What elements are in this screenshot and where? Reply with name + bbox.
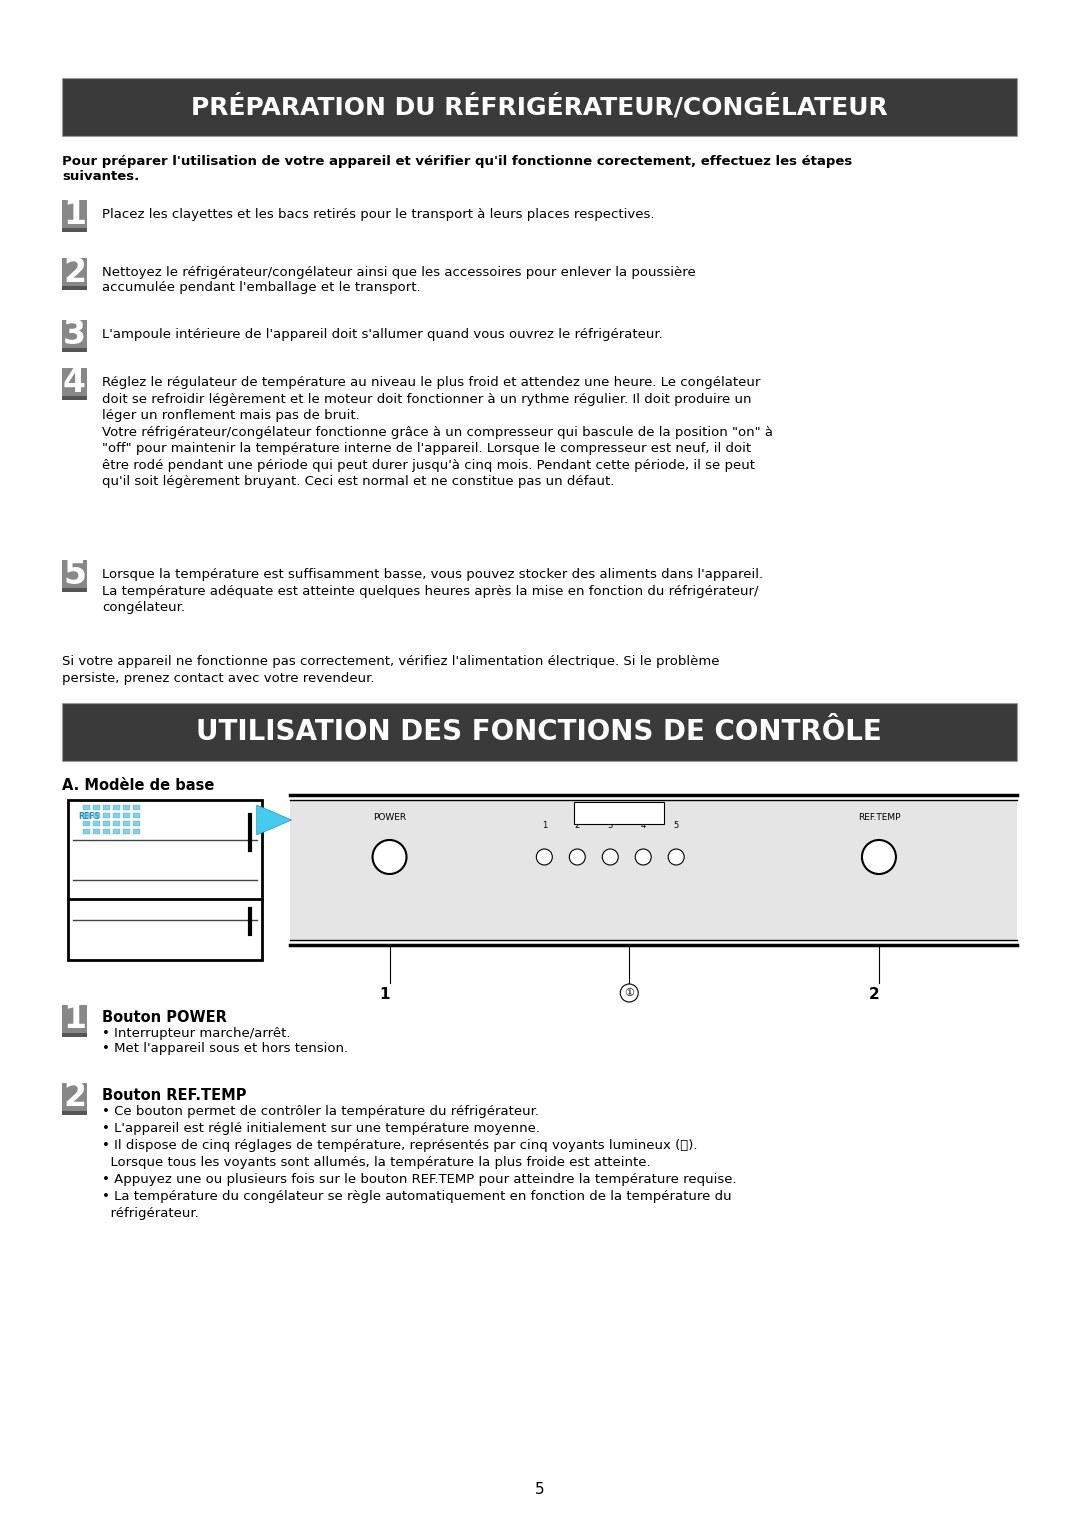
Text: 5: 5 <box>535 1482 544 1497</box>
FancyBboxPatch shape <box>62 1033 87 1038</box>
FancyBboxPatch shape <box>103 805 110 810</box>
FancyBboxPatch shape <box>123 821 130 827</box>
Text: REFS: REFS <box>78 811 99 821</box>
FancyBboxPatch shape <box>113 813 120 817</box>
Text: PRÉPARATION DU RÉFRIGÉRATEUR/CONGÉLATEUR: PRÉPARATION DU RÉFRIGÉRATEUR/CONGÉLATEUR <box>191 95 888 119</box>
FancyBboxPatch shape <box>93 805 99 810</box>
FancyBboxPatch shape <box>133 821 139 827</box>
Text: ①: ① <box>624 989 634 998</box>
FancyBboxPatch shape <box>93 813 99 817</box>
Text: Bouton REF.TEMP: Bouton REF.TEMP <box>102 1088 246 1103</box>
FancyBboxPatch shape <box>133 805 139 810</box>
Circle shape <box>635 850 651 865</box>
Text: 2: 2 <box>63 255 86 289</box>
Text: • Met l'appareil sous et hors tension.: • Met l'appareil sous et hors tension. <box>102 1042 348 1054</box>
Text: • L'appareil est réglé initialement sur une température moyenne.: • L'appareil est réglé initialement sur … <box>102 1122 540 1135</box>
FancyBboxPatch shape <box>103 830 110 834</box>
FancyBboxPatch shape <box>103 813 110 817</box>
FancyBboxPatch shape <box>62 559 87 588</box>
Text: 4: 4 <box>63 365 86 399</box>
FancyBboxPatch shape <box>113 805 120 810</box>
Circle shape <box>537 850 552 865</box>
FancyBboxPatch shape <box>62 1083 87 1111</box>
Text: 2: 2 <box>575 821 580 830</box>
FancyBboxPatch shape <box>62 258 87 286</box>
Circle shape <box>669 850 684 865</box>
Text: 5: 5 <box>63 558 86 590</box>
FancyBboxPatch shape <box>62 319 87 348</box>
FancyBboxPatch shape <box>62 368 87 396</box>
Text: réfrigérateur.: réfrigérateur. <box>102 1207 199 1219</box>
FancyBboxPatch shape <box>62 286 87 290</box>
FancyBboxPatch shape <box>62 200 87 228</box>
Text: 1: 1 <box>379 987 390 1002</box>
Text: • Il dispose de cinq réglages de température, représentés par cinq voyants lumin: • Il dispose de cinq réglages de tempéra… <box>102 1138 698 1152</box>
FancyBboxPatch shape <box>62 703 1016 761</box>
Text: 2: 2 <box>63 1080 86 1114</box>
Text: 3: 3 <box>63 318 86 350</box>
Circle shape <box>569 850 585 865</box>
FancyBboxPatch shape <box>103 821 110 827</box>
FancyBboxPatch shape <box>83 821 90 827</box>
FancyBboxPatch shape <box>113 830 120 834</box>
FancyBboxPatch shape <box>83 813 90 817</box>
Text: A. Modèle de base: A. Modèle de base <box>62 778 214 793</box>
Text: • La température du congélateur se règle automatiquement en fonction de la tempé: • La température du congélateur se règle… <box>102 1190 731 1203</box>
FancyBboxPatch shape <box>62 588 87 593</box>
Text: L'ampoule intérieure de l'appareil doit s'allumer quand vous ouvrez le réfrigéra: L'ampoule intérieure de l'appareil doit … <box>102 329 663 341</box>
Text: 1: 1 <box>63 1002 86 1036</box>
Text: Bouton POWER: Bouton POWER <box>102 1010 227 1025</box>
Text: REF.TEMP: REF.TEMP <box>858 813 901 822</box>
FancyBboxPatch shape <box>123 805 130 810</box>
FancyBboxPatch shape <box>93 821 99 827</box>
Text: • Appuyez une ou plusieurs fois sur le bouton REF.TEMP pour atteindre la tempéra: • Appuyez une ou plusieurs fois sur le b… <box>102 1174 737 1186</box>
Text: • Ce bouton permet de contrôler la température du réfrigérateur.: • Ce bouton permet de contrôler la tempé… <box>102 1105 539 1118</box>
Text: 3: 3 <box>608 821 613 830</box>
Circle shape <box>603 850 618 865</box>
Text: 4: 4 <box>640 821 646 830</box>
FancyBboxPatch shape <box>62 396 87 400</box>
Text: UTILISATION DES FONCTIONS DE CONTRÔLE: UTILISATION DES FONCTIONS DE CONTRÔLE <box>197 718 882 746</box>
Text: Placez les clayettes et les bacs retirés pour le transport à leurs places respec: Placez les clayettes et les bacs retirés… <box>102 208 654 222</box>
FancyBboxPatch shape <box>83 830 90 834</box>
Text: Réglez le régulateur de température au niveau le plus froid et attendez une heur: Réglez le régulateur de température au n… <box>102 376 773 487</box>
FancyBboxPatch shape <box>133 813 139 817</box>
Text: suivantes.: suivantes. <box>62 170 139 183</box>
Text: Si votre appareil ne fonctionne pas correctement, vérifiez l'alimentation électr: Si votre appareil ne fonctionne pas corr… <box>62 656 719 685</box>
FancyBboxPatch shape <box>123 813 130 817</box>
FancyBboxPatch shape <box>68 801 261 960</box>
FancyBboxPatch shape <box>575 802 664 824</box>
Polygon shape <box>257 805 292 834</box>
Text: Nettoyez le réfrigérateur/congélateur ainsi que les accessoires pour enlever la : Nettoyez le réfrigérateur/congélateur ai… <box>102 266 696 293</box>
FancyBboxPatch shape <box>133 830 139 834</box>
Text: Pour préparer l'utilisation de votre appareil et vérifier qu'il fonctionne corec: Pour préparer l'utilisation de votre app… <box>62 154 852 168</box>
FancyBboxPatch shape <box>62 1111 87 1115</box>
FancyBboxPatch shape <box>62 1005 87 1033</box>
Circle shape <box>862 840 896 874</box>
FancyBboxPatch shape <box>62 228 87 232</box>
Text: 2: 2 <box>868 987 879 1002</box>
Text: POWER: POWER <box>373 813 406 822</box>
FancyBboxPatch shape <box>83 805 90 810</box>
Text: Lorsque la température est suffisamment basse, vous pouvez stocker des aliments : Lorsque la température est suffisamment … <box>102 568 762 614</box>
Text: 5: 5 <box>674 821 679 830</box>
Text: 1: 1 <box>63 197 86 231</box>
Text: Lorsque tous les voyants sont allumés, la température la plus froide est atteint: Lorsque tous les voyants sont allumés, l… <box>102 1157 650 1169</box>
FancyBboxPatch shape <box>62 348 87 351</box>
FancyBboxPatch shape <box>93 830 99 834</box>
Text: • Interrupteur marche/arrêt.: • Interrupteur marche/arrêt. <box>102 1027 291 1041</box>
Circle shape <box>620 984 638 1002</box>
FancyBboxPatch shape <box>123 830 130 834</box>
FancyBboxPatch shape <box>289 801 1016 940</box>
FancyBboxPatch shape <box>113 821 120 827</box>
Circle shape <box>373 840 406 874</box>
Text: 1: 1 <box>542 821 546 830</box>
FancyBboxPatch shape <box>62 78 1016 136</box>
